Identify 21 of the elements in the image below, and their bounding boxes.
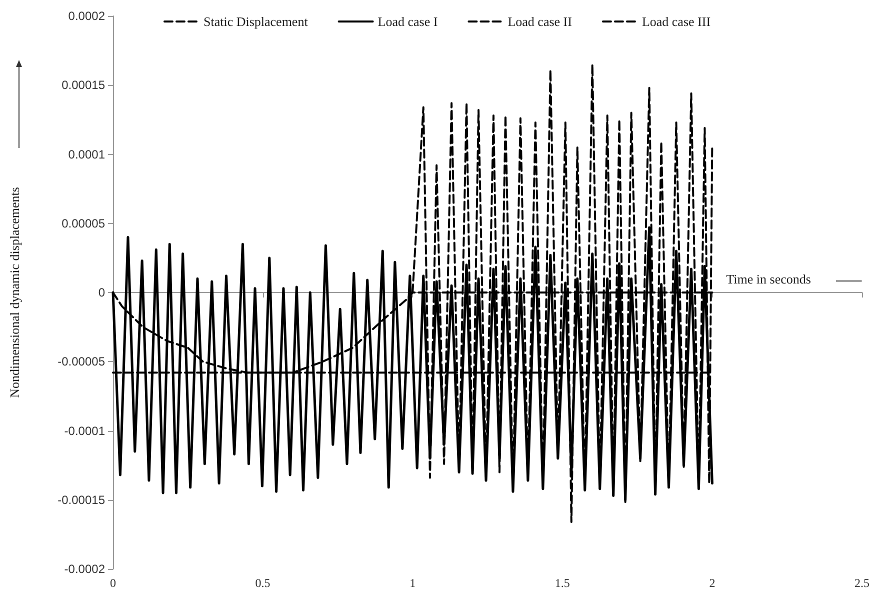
y-tick-label: -0.00005: [58, 354, 106, 369]
x-tick-label: 2.5: [854, 576, 870, 589]
y-tick-label: 0.0002: [68, 9, 106, 23]
y-tick-label: 0.0001: [68, 147, 106, 162]
x-tick-label: 0: [110, 576, 116, 589]
y-tick-label: 0.00005: [62, 216, 106, 230]
x-axis-title: Time in seconds: [726, 272, 811, 286]
y-tick-label: 0: [98, 286, 106, 300]
x-tick-label: 1.5: [554, 576, 570, 589]
x-tick-label: 2: [709, 576, 716, 589]
y-tick-label: 0.00015: [62, 78, 106, 92]
y-tick-label: -0.00015: [58, 492, 106, 507]
x-tick-label: 0.5: [255, 576, 270, 589]
y-axis-title: Nondimensional dynamic displacements: [7, 187, 22, 398]
y-tick-label: -0.0001: [64, 424, 106, 438]
legend-label: Load case II: [508, 14, 572, 29]
legend-label: Load case III: [642, 14, 711, 29]
y-tick-label: -0.0002: [64, 562, 106, 576]
legend-label: Load case I: [378, 14, 438, 29]
x-tick-label: 1: [410, 576, 416, 589]
legend-label: Static Displacement: [203, 14, 308, 29]
